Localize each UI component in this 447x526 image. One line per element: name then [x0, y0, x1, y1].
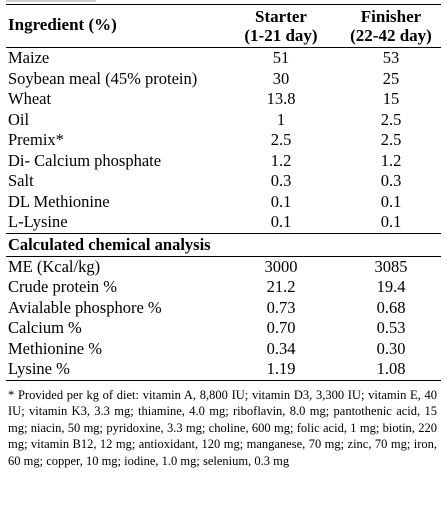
- table-row: Avialable phosphore % 0.73 0.68: [6, 298, 441, 319]
- ingredient-rows: Maize 51 53 Soybean meal (45% protein) 30 25…: [6, 48, 441, 233]
- table-row: Premix* 2.5 2.5: [6, 130, 441, 151]
- starter-value: 1.19: [266, 359, 296, 378]
- starter-value: 1.2: [270, 150, 292, 170]
- starter-column-header: Starter (1-21 day): [231, 7, 331, 45]
- finisher-value: 0.3: [380, 171, 402, 190]
- starter-value: 21.2: [266, 277, 296, 296]
- finisher-header-period: (22-42 day): [350, 26, 432, 45]
- row-label: Calcium %: [8, 318, 82, 337]
- table-row: Soybean meal (45% protein) 30 25: [6, 69, 441, 90]
- starter-header-period: (1-21 day): [244, 26, 318, 45]
- analysis-heading-text: Calculated chemical analysis: [8, 234, 211, 254]
- row-label: Crude protein %: [8, 277, 118, 296]
- table-row: L-Lysine 0.1 0.1: [6, 212, 441, 233]
- finisher-value: 19.4: [376, 277, 406, 296]
- row-label: Salt: [8, 171, 34, 190]
- row-label: Avialable phosphore %: [8, 297, 162, 317]
- finisher-column-header: Finisher (22-42 day): [341, 7, 441, 45]
- table-row: ME (Kcal/kg) 3000 3085: [6, 257, 441, 278]
- table-row: Di- Calcium phosphate 1.2 1.2: [6, 151, 441, 172]
- table-row: Oil 1 2.5: [6, 110, 441, 131]
- starter-value: 0.1: [270, 191, 292, 211]
- table-header: Ingredient (%) Starter (1-21 day) Finish…: [6, 5, 441, 48]
- finisher-value: 53: [382, 48, 400, 67]
- table-row: Lysine % 1.19 1.08: [6, 359, 441, 380]
- row-label: Maize: [8, 48, 50, 67]
- finisher-header-title: Finisher: [360, 7, 422, 26]
- cropped-caption-remnant: [6, 0, 96, 2]
- table-row: Methionine % 0.34 0.30: [6, 339, 441, 360]
- table-row: Maize 51 53: [6, 48, 441, 69]
- finisher-value: 0.1: [380, 212, 402, 231]
- finisher-value: 3085: [374, 256, 408, 276]
- row-label: DL Methionine: [8, 191, 110, 211]
- finisher-value: 0.1: [380, 191, 402, 211]
- finisher-value: 25: [382, 68, 400, 88]
- analysis-rows: ME (Kcal/kg) 3000 3085 Crude protein % 21.2…: [6, 257, 441, 381]
- row-label: ME (Kcal/kg): [8, 256, 101, 276]
- starter-value: 2.5: [270, 130, 292, 149]
- starter-value: 0.34: [266, 338, 296, 358]
- finisher-value: 0.30: [376, 338, 406, 358]
- starter-value: 3000: [264, 256, 298, 276]
- row-label: Oil: [8, 109, 30, 129]
- table-row: DL Methionine 0.1 0.1: [6, 192, 441, 213]
- premix-footnote: * Provided per kg of diet: vitamin A, 8,…: [8, 387, 437, 468]
- starter-value: 13.8: [266, 89, 296, 108]
- table-row: Crude protein % 21.2 19.4: [6, 277, 441, 298]
- finisher-value: 1.08: [376, 359, 406, 378]
- row-label: Di- Calcium phosphate: [8, 150, 162, 170]
- finisher-value: 0.68: [376, 297, 406, 317]
- starter-value: 0.73: [266, 297, 296, 317]
- starter-value: 0.3: [270, 171, 292, 190]
- row-label: Wheat: [8, 89, 52, 108]
- starter-value: 1: [276, 109, 286, 129]
- finisher-value: 1.2: [380, 150, 402, 170]
- starter-value: 30: [272, 68, 290, 88]
- ingredient-column-header: Ingredient (%): [8, 15, 117, 34]
- starter-value: 0.70: [266, 318, 296, 337]
- starter-header-title: Starter: [255, 7, 307, 26]
- row-label: Premix*: [8, 130, 64, 149]
- finisher-value: 0.53: [376, 318, 406, 337]
- row-label: L-Lysine: [8, 212, 68, 231]
- table-row: Calcium % 0.70 0.53: [6, 318, 441, 339]
- row-label: Methionine %: [8, 338, 102, 358]
- finisher-value: 15: [382, 89, 400, 108]
- starter-value: 0.1: [270, 212, 292, 231]
- table-row: Salt 0.3 0.3: [6, 171, 441, 192]
- starter-value: 51: [272, 48, 290, 67]
- row-label: Soybean meal (45% protein): [8, 68, 198, 88]
- table-row: Wheat 13.8 15: [6, 89, 441, 110]
- finisher-value: 2.5: [380, 109, 402, 129]
- row-label: Lysine %: [8, 359, 70, 378]
- analysis-section-heading: Calculated chemical analysis: [6, 232, 441, 257]
- finisher-value: 2.5: [380, 130, 402, 149]
- diet-composition-table: Ingredient (%) Starter (1-21 day) Finish…: [6, 4, 441, 469]
